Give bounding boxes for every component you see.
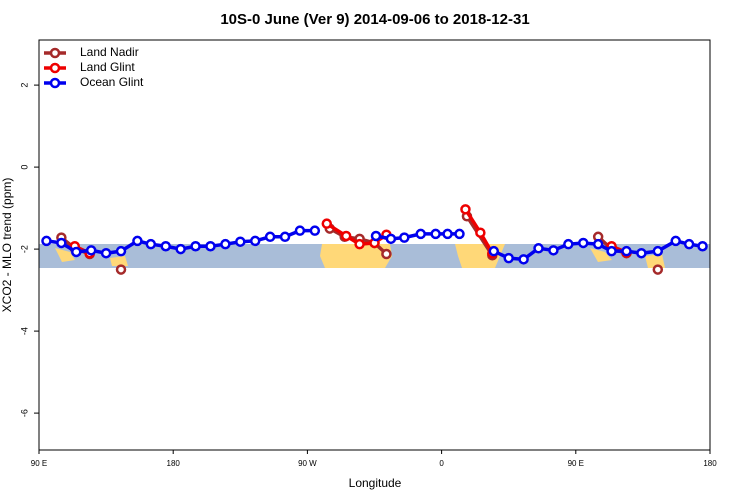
point: [683, 238, 695, 250]
point: [592, 238, 604, 250]
point: [697, 240, 708, 252]
legend-marker: [49, 47, 61, 59]
point: [636, 247, 647, 259]
point: [41, 235, 52, 247]
x-tick-label: 90 E: [31, 459, 47, 468]
point: [145, 238, 157, 250]
point: [340, 230, 352, 242]
point: [621, 245, 632, 257]
y-tick-label: -4: [19, 327, 29, 335]
point: [175, 243, 186, 255]
point: [56, 237, 67, 249]
point: [115, 264, 127, 275]
point: [460, 204, 471, 215]
point: [518, 254, 529, 265]
point: [205, 240, 216, 252]
legend-marker: [49, 77, 61, 89]
point: [132, 235, 143, 247]
y-tick-label: -6: [19, 409, 29, 417]
point: [606, 245, 617, 257]
x-tick-label: 90 W: [298, 459, 317, 468]
point: [85, 245, 97, 256]
point: [235, 236, 246, 247]
legend-label: Ocean Glint: [80, 75, 144, 89]
point: [385, 233, 397, 245]
legend-label: Land Nadir: [80, 45, 139, 59]
point: [652, 245, 664, 257]
point: [279, 231, 291, 243]
point: [354, 238, 365, 250]
point: [475, 227, 486, 238]
point: [190, 240, 201, 252]
y-axis-label: XCO2 - MLO trend (ppm): [0, 178, 14, 313]
x-tick-label: 180: [167, 459, 181, 468]
point: [533, 243, 544, 254]
point: [430, 228, 441, 240]
x-tick-label: 0: [439, 459, 444, 468]
point: [381, 248, 392, 260]
x-axis-label: Longitude: [349, 476, 402, 490]
point: [488, 245, 500, 257]
point: [294, 225, 306, 236]
point: [309, 225, 321, 236]
point: [71, 246, 82, 258]
point: [399, 232, 410, 243]
point: [652, 264, 664, 275]
point: [100, 247, 112, 259]
point: [321, 218, 333, 229]
point: [160, 240, 171, 252]
point: [454, 228, 465, 240]
point: [415, 228, 426, 240]
legend-label: Land Glint: [80, 60, 135, 74]
point: [578, 237, 589, 249]
point: [115, 245, 127, 257]
land-south-america: [320, 244, 392, 268]
plot-frame: [38, 39, 711, 451]
point: [249, 235, 261, 247]
point: [220, 238, 231, 250]
y-tick-label: 0: [19, 165, 29, 170]
y-tick-label: -2: [19, 245, 29, 253]
point: [503, 252, 514, 264]
legend-marker: [49, 62, 61, 74]
point: [670, 235, 681, 247]
x-tick-label: 90 E: [568, 459, 584, 468]
chart-title: 10S-0 June (Ver 9) 2014-09-06 to 2018-12…: [220, 11, 529, 28]
land-indonesia: [55, 248, 128, 266]
point: [563, 238, 574, 250]
point: [264, 231, 276, 243]
point: [442, 228, 453, 240]
point: [370, 230, 382, 242]
y-tick-label: 2: [19, 83, 29, 88]
x-tick-label: 180: [703, 459, 717, 468]
point: [548, 245, 559, 256]
